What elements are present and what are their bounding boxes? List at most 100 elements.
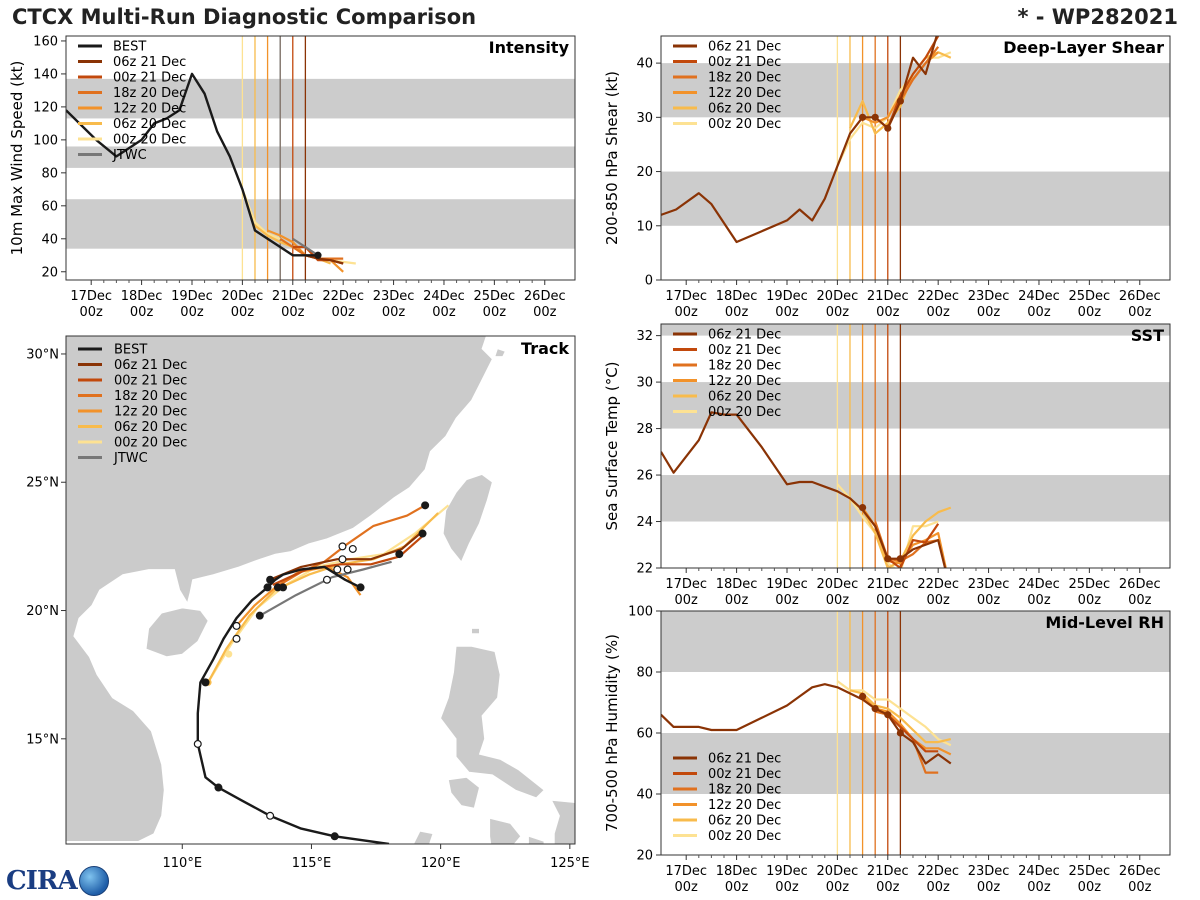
- rh-marker: [896, 729, 904, 737]
- sst-x-tick-hour: 00z: [1078, 593, 1102, 608]
- intensity-x-tick-hour: 00z: [432, 305, 456, 320]
- shear-y-tick-label: 40: [636, 57, 653, 72]
- shear-y-tick-label: 30: [636, 111, 653, 126]
- intensity-x-tick-day: 26Dec: [524, 289, 566, 304]
- intensity-title: Intensity: [489, 38, 570, 57]
- intensity-x-tick-day: 19Dec: [171, 289, 213, 304]
- sst-marker: [858, 503, 867, 512]
- intensity-marker: [314, 251, 322, 259]
- track-best-marker: [348, 544, 357, 553]
- intensity-series-line: [66, 72, 318, 257]
- intensity-x-tick-day: 17Dec: [70, 289, 112, 304]
- track-x-tick-label: 125°E: [550, 856, 590, 871]
- sst-series-line: [887, 523, 940, 568]
- sst-y-tick-label: 24: [636, 515, 653, 530]
- track-x-tick-label: 120°E: [421, 856, 461, 871]
- track-map-group: [66, 336, 575, 844]
- rh-x-tick-hour: 00z: [926, 880, 950, 895]
- rh-series-line: [849, 689, 952, 744]
- shear-x-tick-day: 19Dec: [766, 289, 808, 304]
- zhoushan-island: [494, 348, 506, 357]
- track-title: Track: [521, 339, 569, 358]
- sst-x-tick-day: 21Dec: [867, 577, 909, 592]
- sst-y-tick-label: 30: [636, 376, 653, 391]
- shear-marker: [896, 97, 904, 105]
- rh-x-tick-day: 19Dec: [766, 864, 808, 879]
- rh-legend-label: 00z 20 Dec: [708, 829, 781, 844]
- rh-x-tick-day: 18Dec: [716, 864, 758, 879]
- intensity-x-tick-hour: 00z: [483, 305, 507, 320]
- sst-frame: [660, 323, 1171, 569]
- sst-x-tick-hour: 00z: [1128, 593, 1152, 608]
- sst-shade-band: [661, 475, 1170, 522]
- intensity-x-tick-hour: 00z: [80, 305, 104, 320]
- sst-x-tick-day: 19Dec: [766, 577, 808, 592]
- track-frame: [65, 335, 576, 845]
- intensity-shade-band: [66, 146, 575, 168]
- track-best-marker: [201, 678, 210, 687]
- intensity-x-tick-day: 20Dec: [222, 289, 264, 304]
- sst-marker: [896, 555, 904, 563]
- intensity-chart: 2040608010012014016017Dec00z18Dec00z19De…: [8, 34, 576, 320]
- shear-x-tick-day: 23Dec: [968, 289, 1010, 304]
- intensity-shade-band: [66, 78, 575, 119]
- rh-x-tick-hour: 00z: [977, 880, 1001, 895]
- intensity-shade-band: [66, 199, 575, 249]
- shear-legend-label: 12z 20 Dec: [708, 86, 781, 101]
- sst-y-tick-label: 26: [636, 469, 653, 484]
- globe-icon: [78, 866, 109, 896]
- track-series-line: [196, 565, 390, 844]
- shear-x-tick-hour: 00z: [675, 305, 699, 320]
- intensity-x-tick-hour: 00z: [130, 305, 154, 320]
- intensity-y-axis-label: 10m Max Wind Speed (kt): [8, 61, 26, 256]
- shear-x-tick-day: 26Dec: [1119, 289, 1161, 304]
- track-series-line: [259, 560, 392, 617]
- taiwan-island: [442, 474, 493, 563]
- shear-series-group: [661, 36, 952, 244]
- sst-legend-label: 00z 21 Dec: [708, 343, 781, 358]
- sst-y-tick-label: 22: [636, 562, 653, 577]
- sst-x-tick-day: 26Dec: [1119, 577, 1161, 592]
- track-run-start-marker: [225, 650, 233, 658]
- rh-x-tick-hour: 00z: [1078, 880, 1102, 895]
- rh-x-tick-day: 17Dec: [665, 864, 707, 879]
- rh-y-tick-label: 40: [636, 788, 653, 803]
- shear-x-tick-day: 22Dec: [917, 289, 959, 304]
- rh-x-tick-hour: 00z: [876, 880, 900, 895]
- shear-marker: [858, 113, 867, 121]
- intensity-legend-label: 06z 21 Dec: [113, 55, 186, 70]
- shear-legend-label: 06z 20 Dec: [708, 102, 781, 117]
- sst-series-group: [661, 411, 952, 568]
- rh-legend-label: 00z 21 Dec: [708, 767, 781, 782]
- sst-shade-band: [661, 382, 1170, 429]
- shear-shade-band: [661, 171, 1170, 226]
- track-lines-group: [193, 501, 450, 844]
- sst-x-tick-hour: 00z: [977, 593, 1001, 608]
- intensity-y-tick-label: 60: [41, 199, 58, 214]
- negros-island: [502, 843, 524, 844]
- shear-x-tick-day: 17Dec: [665, 289, 707, 304]
- intensity-x-tick-hour: 00z: [533, 305, 557, 320]
- rh-x-tick-hour: 00z: [775, 880, 799, 895]
- shear-x-tick-hour: 00z: [1027, 305, 1051, 320]
- intensity-series-group: [66, 72, 356, 273]
- track-legend-label: JTWC: [113, 451, 148, 466]
- sst-legend-label: 12z 20 Dec: [708, 374, 781, 389]
- track-y-tick-label: 20°N: [26, 604, 59, 619]
- rh-legend-label: 12z 20 Dec: [708, 798, 781, 813]
- sst-x-tick-hour: 00z: [725, 593, 749, 608]
- panay-island: [489, 817, 522, 844]
- track-best-marker: [338, 542, 347, 551]
- shear-x-tick-hour: 00z: [775, 305, 799, 320]
- rh-series-group: [661, 680, 952, 774]
- track-legend-label: 00z 21 Dec: [114, 374, 187, 389]
- track-series-line: [269, 532, 421, 581]
- rh-series-line: [661, 683, 952, 765]
- rh-title: Mid-Level RH: [1045, 613, 1164, 632]
- track-y-tick-label: 15°N: [26, 732, 59, 747]
- sst-chart: 22242628303217Dec00z18Dec00z19Dec00z20De…: [603, 323, 1171, 608]
- sst-shade-band: [661, 324, 1170, 336]
- intensity-x-tick-day: 23Dec: [373, 289, 415, 304]
